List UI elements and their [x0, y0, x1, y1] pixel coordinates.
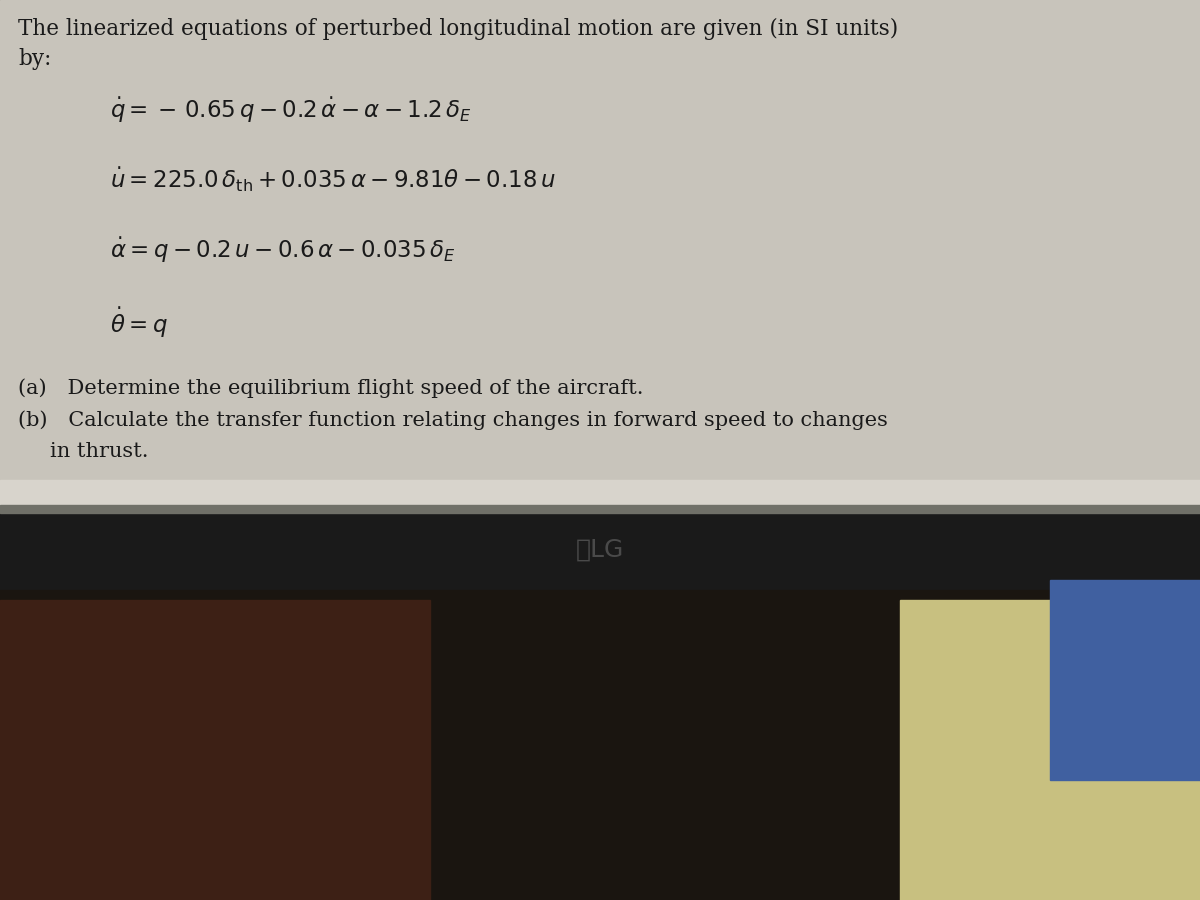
- Text: ⓁLG: ⓁLG: [576, 538, 624, 562]
- Bar: [0, 600, 430, 900]
- Text: The linearized equations of perturbed longitudinal motion are given (in SI units: The linearized equations of perturbed lo…: [18, 18, 899, 40]
- Bar: [1050, 580, 1200, 780]
- Text: by:: by:: [18, 48, 52, 70]
- Bar: [0, 510, 1200, 590]
- Bar: [900, 600, 1200, 900]
- Text: (b) Calculate the transfer function relating changes in forward speed to changes: (b) Calculate the transfer function rela…: [18, 410, 888, 429]
- Bar: [0, 505, 1200, 513]
- Text: $\dot{\alpha} = q - 0.2\,u - 0.6\,\alpha - 0.035\,\delta_E$: $\dot{\alpha} = q - 0.2\,u - 0.6\,\alpha…: [110, 235, 456, 265]
- Text: $\dot{u} = 225.0\,\delta_{\rm th} + 0.035\,\alpha - 9.81\theta - 0.18\,u$: $\dot{u} = 225.0\,\delta_{\rm th} + 0.03…: [110, 165, 556, 194]
- Text: $\dot{q} = -\,0.65\,q - 0.2\,\dot{\alpha} - \alpha - 1.2\,\delta_E$: $\dot{q} = -\,0.65\,q - 0.2\,\dot{\alpha…: [110, 95, 472, 125]
- Bar: [0, 590, 1200, 900]
- Text: $\dot{\theta} = q$: $\dot{\theta} = q$: [110, 305, 168, 339]
- Bar: [0, 0, 1200, 510]
- Bar: [0, 480, 1200, 510]
- Text: (a) Determine the equilibrium flight speed of the aircraft.: (a) Determine the equilibrium flight spe…: [18, 378, 643, 398]
- Text: in thrust.: in thrust.: [50, 442, 149, 461]
